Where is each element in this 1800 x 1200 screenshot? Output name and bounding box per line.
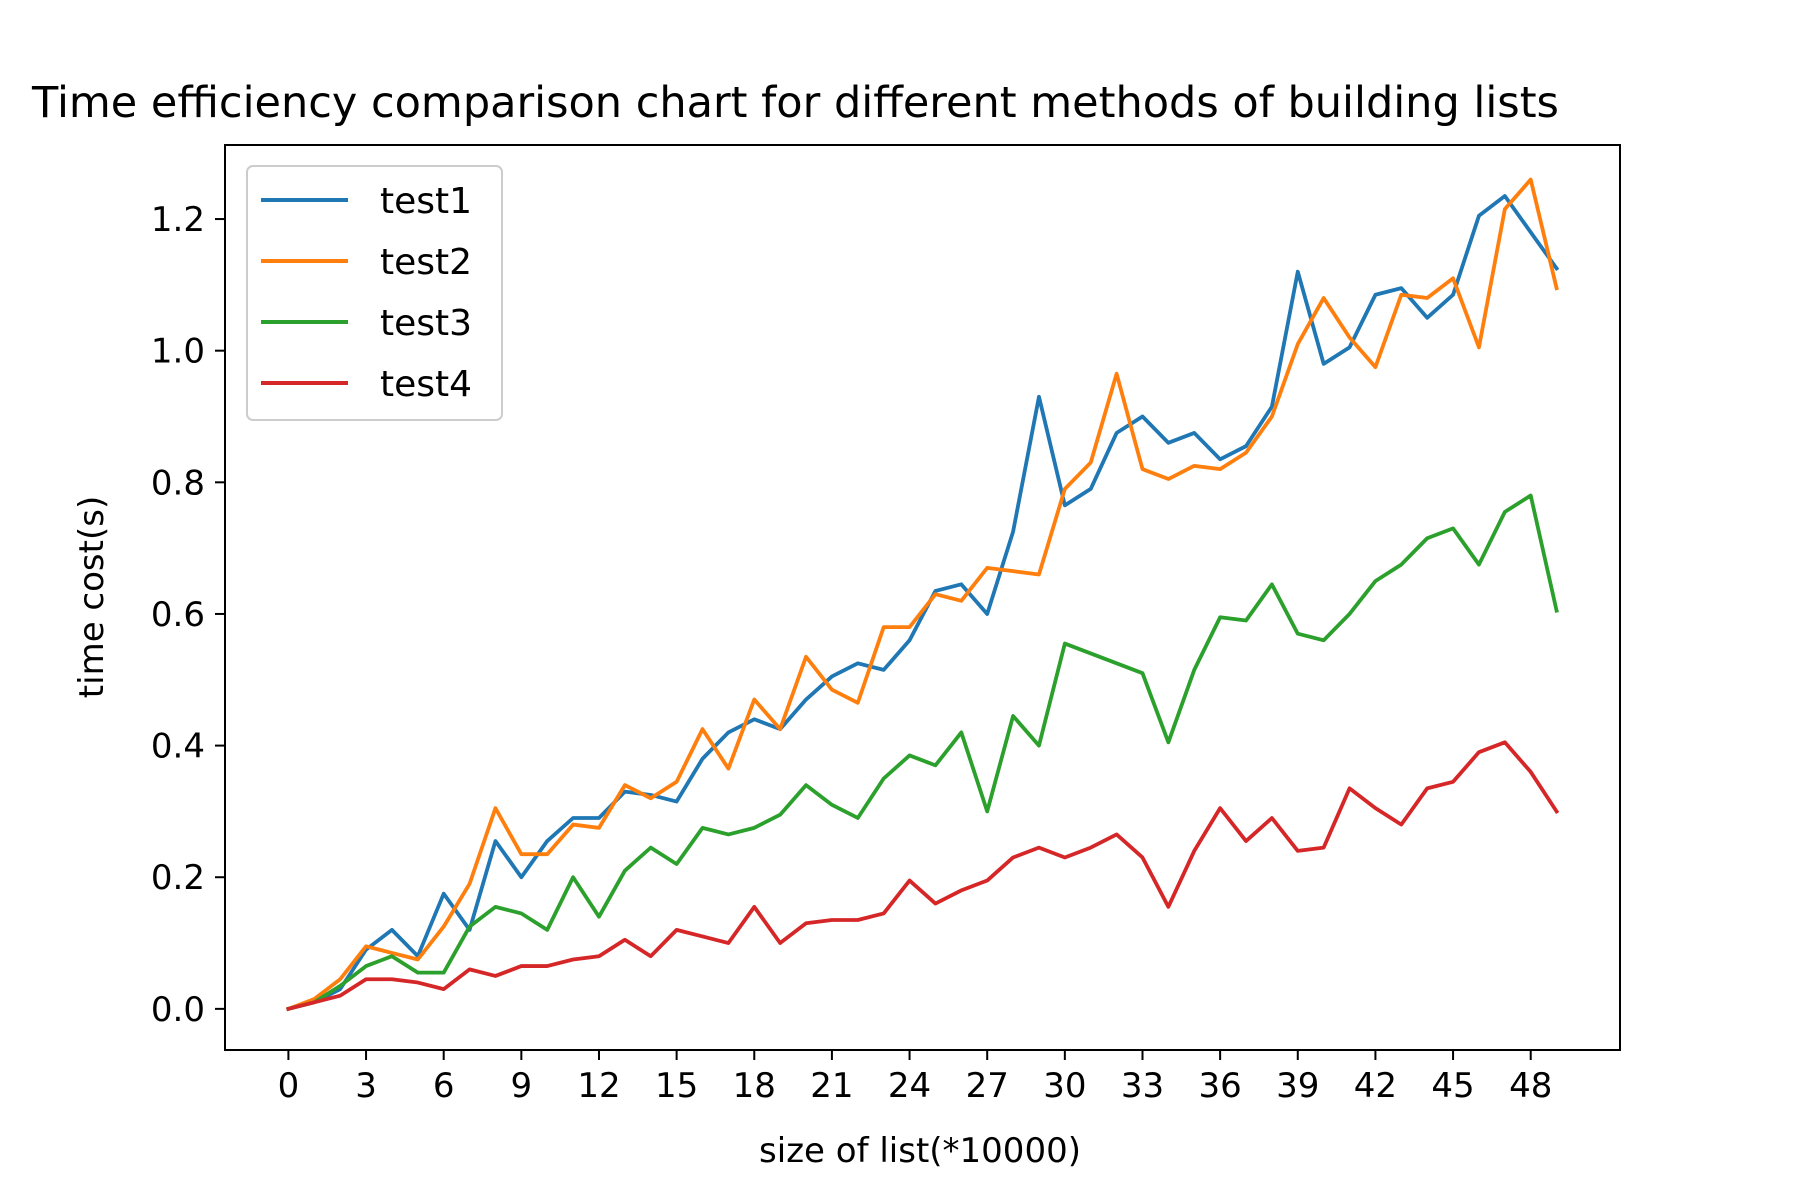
x-tick-label: 3 bbox=[355, 1066, 377, 1106]
legend-label-test2: test2 bbox=[380, 242, 472, 283]
series-line-test2 bbox=[285, 177, 1559, 1012]
x-tick-label: 6 bbox=[433, 1066, 455, 1106]
legend-label-test4: test4 bbox=[380, 364, 472, 405]
x-tick-label: 48 bbox=[1509, 1066, 1552, 1106]
x-tick-label: 45 bbox=[1431, 1066, 1474, 1106]
series-line-test3 bbox=[286, 493, 1559, 1012]
legend-label-test1: test1 bbox=[380, 181, 472, 222]
x-tick-label: 39 bbox=[1276, 1066, 1319, 1106]
chart-title: Time efficiency comparison chart for dif… bbox=[31, 78, 1559, 128]
legend: test1 test2 test3 test4 bbox=[246, 165, 503, 421]
x-tick-label: 12 bbox=[577, 1066, 620, 1106]
y-tick-label: 0.2 bbox=[151, 858, 205, 898]
x-tick-label: 9 bbox=[511, 1066, 533, 1106]
x-tick-label: 21 bbox=[810, 1066, 853, 1106]
x-tick-label: 42 bbox=[1354, 1066, 1397, 1106]
x-axis-label: size of list(*10000) bbox=[759, 1131, 1081, 1171]
y-tick-label: 0.8 bbox=[151, 463, 205, 503]
plot-area: 0 3 6 9 12 15 18 21 24 27 30 33 36 39 42 45 480.00.20.40… bbox=[151, 144, 1621, 1106]
y-axis-label: time cost(s) bbox=[72, 496, 112, 698]
series-line-test4 bbox=[286, 740, 1560, 1012]
series-line-test1 bbox=[286, 194, 1560, 1012]
y-tick-label: 1.0 bbox=[151, 332, 205, 372]
x-tick-label: 15 bbox=[655, 1066, 698, 1106]
x-tick-label: 30 bbox=[1043, 1066, 1086, 1106]
y-tick-label: 1.2 bbox=[151, 200, 205, 240]
x-tick-label: 36 bbox=[1199, 1066, 1242, 1106]
axes-frame bbox=[224, 144, 1621, 1051]
y-tick-label: 0.0 bbox=[151, 990, 205, 1030]
y-tick-label: 0.4 bbox=[151, 727, 205, 767]
x-tick-label: 18 bbox=[733, 1066, 776, 1106]
x-tick-label: 0 bbox=[278, 1066, 300, 1106]
legend-label-test3: test3 bbox=[380, 303, 472, 344]
x-tick-label: 33 bbox=[1121, 1066, 1164, 1106]
legend-box bbox=[246, 165, 503, 421]
y-tick-label: 0.6 bbox=[151, 595, 205, 635]
x-tick-label: 24 bbox=[888, 1066, 931, 1106]
x-tick-label: 27 bbox=[966, 1066, 1009, 1106]
